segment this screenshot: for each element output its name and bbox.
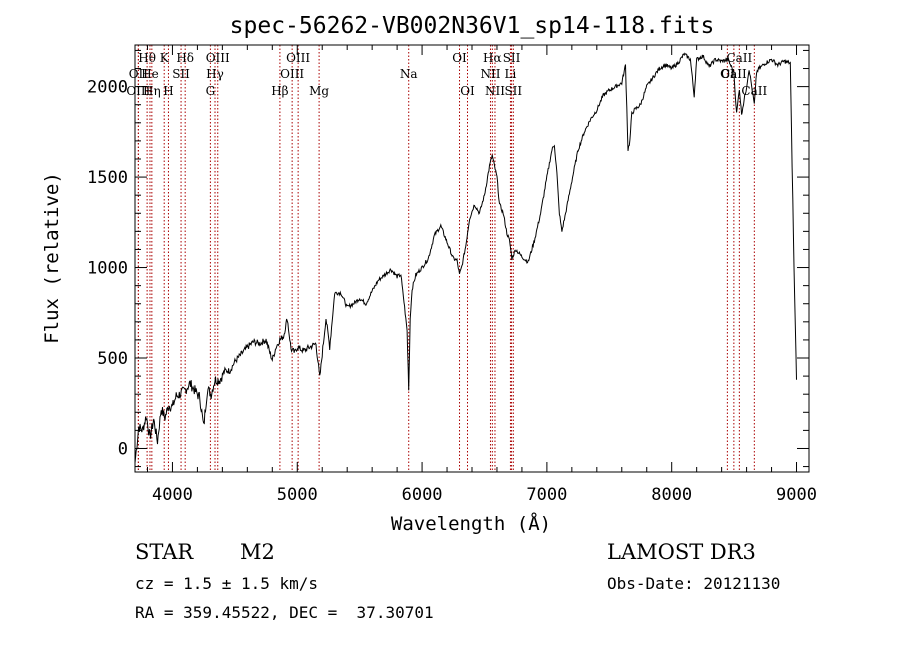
- x-tick-label: 7000: [526, 485, 567, 505]
- x-tick-label: 9000: [776, 485, 817, 505]
- line-label: CaII: [726, 51, 752, 65]
- y-tick-label: 2000: [87, 78, 128, 98]
- line-label: SII: [504, 84, 522, 98]
- x-tick-label: 4000: [152, 485, 193, 505]
- observation-date: Obs-Date: 20121130: [607, 574, 781, 593]
- object-subclass: M2: [240, 540, 275, 564]
- line-label: Hδ: [176, 51, 194, 65]
- chart-title: spec-56262-VB002N36V1_sp14-118.fits: [230, 13, 715, 39]
- line-label: OII: [129, 67, 149, 81]
- y-axis-ticks: 0 500 1000 1500 2000: [87, 49, 809, 468]
- line-label: OIII: [126, 84, 150, 98]
- line-label: OI: [460, 84, 475, 98]
- line-label: OIII: [286, 51, 310, 65]
- line-label: Hγ: [206, 67, 224, 81]
- x-tick-label: 8000: [651, 485, 692, 505]
- line-label: Hα: [483, 51, 502, 65]
- line-label: H: [163, 84, 173, 98]
- line-label: OI: [452, 51, 467, 65]
- coordinates: RA = 359.45522, DEC = 37.30701: [135, 603, 434, 622]
- line-label: OIII: [206, 51, 230, 65]
- plot-frame: [134, 44, 810, 473]
- y-tick-label: 500: [97, 349, 128, 369]
- redshift-velocity: cz = 1.5 ± 1.5 km/s: [135, 574, 319, 593]
- line-label: SII: [503, 51, 521, 65]
- x-tick-label: 6000: [402, 485, 443, 505]
- line-label: NII: [480, 67, 500, 81]
- line-label: He: [141, 67, 159, 81]
- line-markers: [137, 45, 755, 472]
- line-label: OI: [720, 67, 735, 81]
- line-label: Hθ: [138, 51, 156, 65]
- x-tick-label: 5000: [277, 485, 318, 505]
- line-label: K: [160, 51, 170, 65]
- line-label: SII: [172, 67, 190, 81]
- flux-line: [134, 52, 797, 464]
- line-label: Hβ: [271, 84, 288, 98]
- line-label: Na: [400, 67, 418, 81]
- line-label: G: [206, 84, 216, 98]
- line-label: CaII: [741, 84, 767, 98]
- line-label: Hη: [143, 84, 161, 98]
- object-class: STAR: [135, 540, 194, 564]
- line-label: NII: [485, 84, 505, 98]
- y-axis-label: Flux (relative): [41, 172, 63, 344]
- survey-name: LAMOST DR3: [607, 540, 756, 564]
- y-tick-label: 1000: [87, 259, 128, 279]
- line-label: OIII: [280, 67, 304, 81]
- y-tick-label: 0: [118, 439, 128, 459]
- x-axis-label: Wavelength (Å): [391, 512, 551, 535]
- line-label: Mg: [309, 84, 329, 98]
- x-axis-ticks: 4000 5000 6000 7000 8000 9000: [146, 45, 817, 505]
- y-tick-label: 1500: [87, 168, 128, 188]
- line-label: Li: [505, 67, 517, 81]
